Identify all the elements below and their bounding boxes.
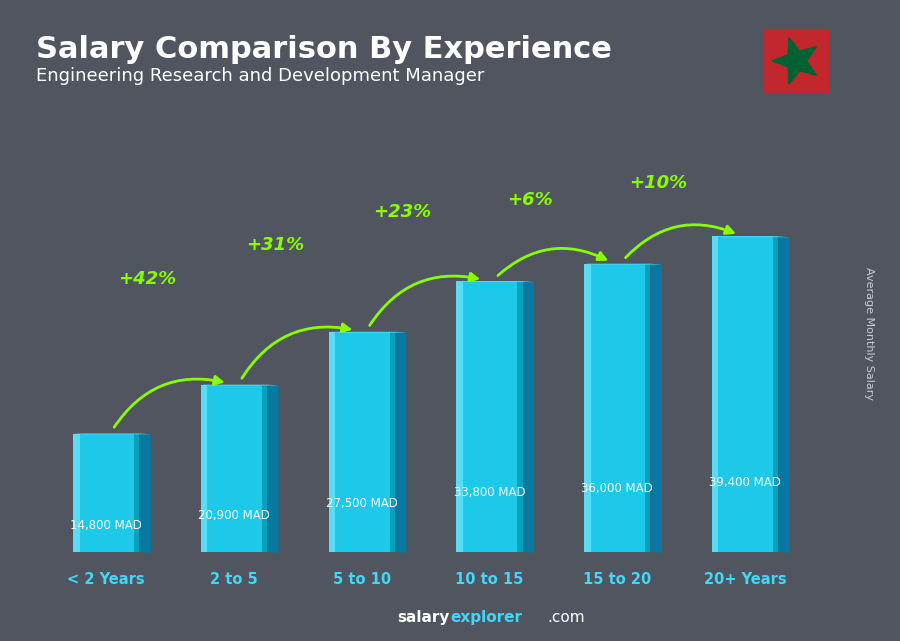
Bar: [584, 263, 651, 552]
Text: 36,000 MAD: 36,000 MAD: [581, 482, 653, 495]
Text: +6%: +6%: [508, 191, 554, 209]
Bar: [645, 263, 651, 552]
Text: Salary Comparison By Experience: Salary Comparison By Experience: [36, 35, 612, 64]
Text: +42%: +42%: [118, 270, 176, 288]
Text: 27,500 MAD: 27,500 MAD: [326, 497, 398, 510]
Polygon shape: [772, 38, 816, 84]
Bar: [262, 385, 267, 552]
Bar: [456, 281, 523, 552]
Text: 33,800 MAD: 33,800 MAD: [454, 486, 526, 499]
Polygon shape: [73, 433, 151, 434]
Text: .com: .com: [547, 610, 585, 625]
Bar: [328, 332, 335, 552]
Bar: [73, 433, 140, 552]
Polygon shape: [140, 433, 151, 553]
Polygon shape: [328, 332, 407, 333]
Bar: [390, 332, 395, 552]
Text: 5 to 10: 5 to 10: [333, 572, 391, 587]
Bar: [456, 281, 463, 552]
Bar: [73, 433, 80, 552]
Bar: [712, 237, 778, 552]
Text: Average Monthly Salary: Average Monthly Salary: [863, 267, 874, 400]
Polygon shape: [267, 385, 279, 553]
Polygon shape: [395, 332, 407, 553]
Text: +23%: +23%: [374, 203, 432, 221]
Bar: [328, 332, 395, 552]
Polygon shape: [651, 263, 661, 553]
Text: +10%: +10%: [629, 174, 688, 192]
Text: salary: salary: [398, 610, 450, 625]
Text: < 2 Years: < 2 Years: [68, 572, 145, 587]
Bar: [584, 263, 590, 552]
Text: 20,900 MAD: 20,900 MAD: [198, 509, 270, 522]
Text: 39,400 MAD: 39,400 MAD: [709, 476, 781, 489]
Text: 14,800 MAD: 14,800 MAD: [70, 519, 142, 533]
Text: 2 to 5: 2 to 5: [210, 572, 258, 587]
Text: 10 to 15: 10 to 15: [455, 572, 524, 587]
Polygon shape: [584, 263, 662, 265]
Bar: [518, 281, 523, 552]
Text: 20+ Years: 20+ Years: [704, 572, 787, 587]
Text: Engineering Research and Development Manager: Engineering Research and Development Man…: [36, 67, 484, 85]
Polygon shape: [523, 281, 535, 553]
Text: 15 to 20: 15 to 20: [583, 572, 652, 587]
Text: +31%: +31%: [246, 235, 304, 253]
Polygon shape: [778, 237, 789, 553]
Bar: [201, 385, 207, 552]
Bar: [201, 385, 267, 552]
Text: explorer: explorer: [450, 610, 522, 625]
Bar: [773, 237, 778, 552]
Polygon shape: [456, 281, 535, 282]
Bar: [712, 237, 718, 552]
Bar: [134, 433, 140, 552]
